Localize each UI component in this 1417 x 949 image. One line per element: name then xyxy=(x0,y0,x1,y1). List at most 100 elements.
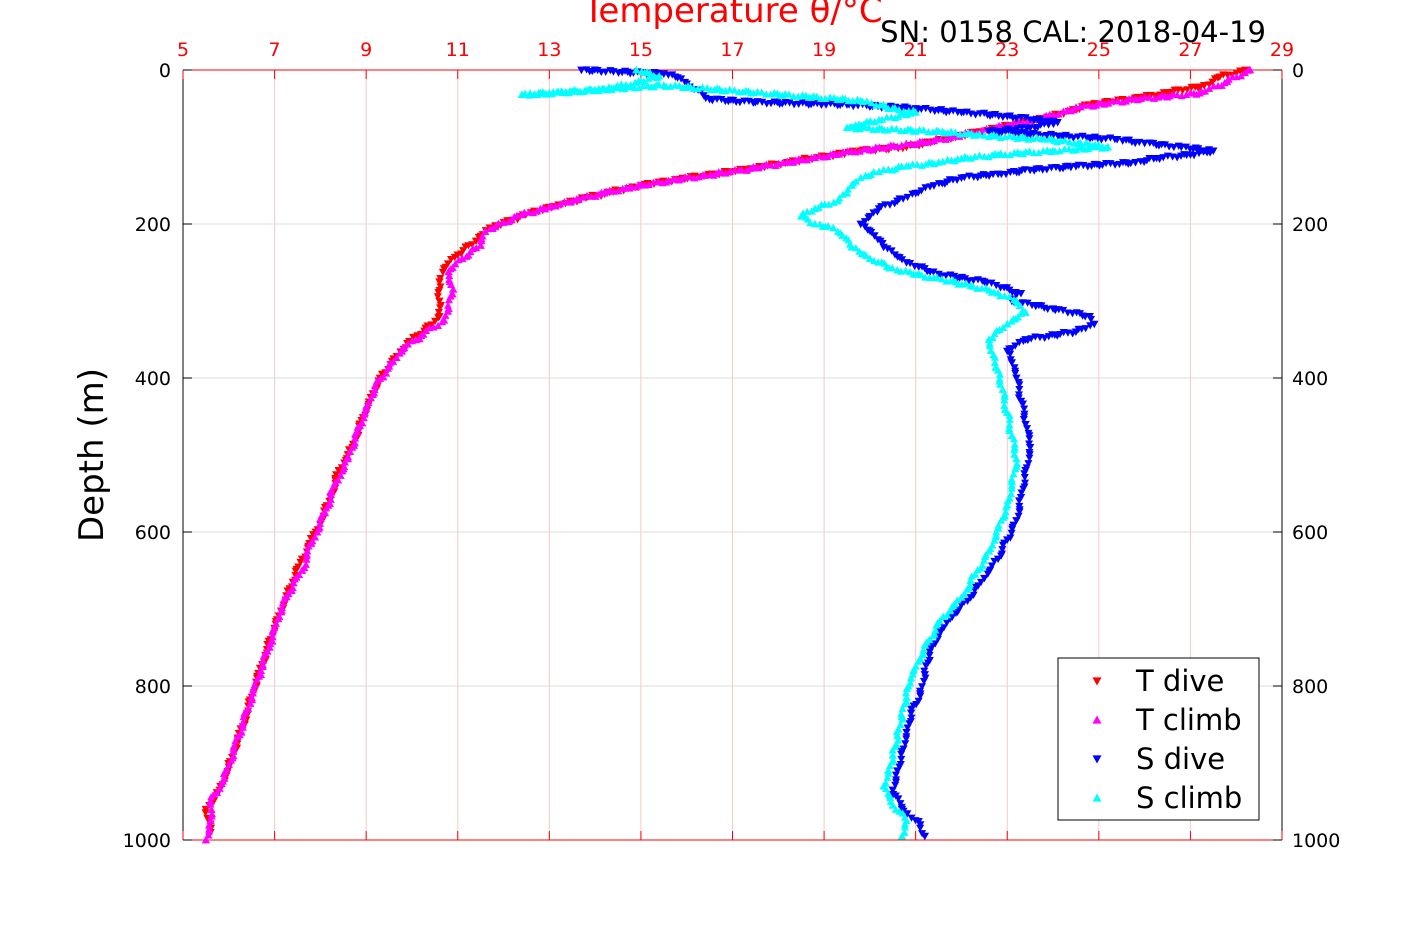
data-point xyxy=(601,68,610,76)
data-point xyxy=(843,147,852,155)
data-point xyxy=(867,99,876,107)
data-point xyxy=(1060,145,1069,153)
data-point xyxy=(1048,331,1057,339)
data-point xyxy=(1032,133,1041,141)
data-point xyxy=(916,692,925,701)
y-axis-label: Depth (m) xyxy=(72,368,112,542)
data-point xyxy=(849,103,858,111)
data-point xyxy=(1005,292,1014,300)
data-point xyxy=(730,165,739,174)
data-point xyxy=(306,535,315,543)
legend-box xyxy=(1057,657,1260,821)
data-point xyxy=(984,335,994,343)
data-point xyxy=(892,125,901,133)
data-point xyxy=(1182,90,1191,98)
data-point xyxy=(238,723,247,731)
data-point xyxy=(726,167,735,176)
data-point xyxy=(303,547,312,555)
data-point xyxy=(545,89,554,98)
data-point xyxy=(992,528,1001,536)
data-point xyxy=(1011,369,1020,378)
data-point xyxy=(898,715,907,723)
data-point xyxy=(448,285,458,293)
data-point xyxy=(646,69,655,77)
data-point xyxy=(744,97,753,106)
data-point xyxy=(951,128,960,136)
data-point xyxy=(993,555,1003,564)
data-point xyxy=(717,95,726,104)
data-point xyxy=(571,86,580,94)
data-point xyxy=(326,495,335,503)
data-point xyxy=(879,165,888,174)
data-point xyxy=(1015,497,1024,505)
data-point xyxy=(843,185,852,193)
data-point xyxy=(703,84,712,92)
data-point xyxy=(504,217,513,226)
data-point xyxy=(893,767,902,775)
data-point xyxy=(1006,350,1015,358)
data-point xyxy=(883,142,893,151)
data-point xyxy=(892,728,901,736)
data-point xyxy=(847,181,856,189)
data-point xyxy=(378,370,387,378)
data-point xyxy=(803,207,812,215)
data-point xyxy=(313,528,322,536)
data-point xyxy=(902,684,911,692)
data-point xyxy=(1014,512,1023,521)
data-point xyxy=(205,827,214,835)
data-point xyxy=(908,160,917,168)
chart-subtitle: SN: 0158 CAL: 2018-04-19 xyxy=(880,15,1266,49)
data-point xyxy=(607,85,616,94)
data-point xyxy=(340,458,349,466)
data-point xyxy=(1025,435,1034,443)
data-point xyxy=(928,632,937,640)
x-tick-label: 17 xyxy=(720,39,744,61)
data-point xyxy=(812,92,821,100)
data-point xyxy=(409,333,418,342)
data-point xyxy=(1074,133,1083,141)
data-point xyxy=(578,193,587,201)
data-point xyxy=(329,481,339,490)
data-point xyxy=(919,646,928,654)
data-point xyxy=(891,781,900,789)
data-point xyxy=(291,572,300,580)
data-point xyxy=(896,800,905,808)
data-point xyxy=(990,353,999,361)
data-point xyxy=(984,547,994,555)
data-point xyxy=(888,786,897,795)
data-point xyxy=(957,174,966,182)
data-point xyxy=(694,173,703,181)
data-point xyxy=(476,241,485,249)
data-point xyxy=(980,552,989,561)
data-point xyxy=(903,810,912,818)
data-point xyxy=(838,231,847,239)
data-point xyxy=(961,275,970,283)
data-point xyxy=(901,689,910,697)
x-tick-label: 15 xyxy=(629,39,653,61)
data-point xyxy=(1024,460,1033,468)
data-point xyxy=(1025,443,1035,452)
chart-title: Temperature θ/°C xyxy=(582,0,882,31)
data-point xyxy=(353,423,362,431)
data-point xyxy=(995,377,1004,385)
data-point xyxy=(438,318,447,326)
data-point xyxy=(1111,161,1120,169)
data-point xyxy=(1101,135,1110,143)
data-point xyxy=(1023,425,1032,433)
data-point xyxy=(316,514,325,522)
data-point xyxy=(1108,97,1117,105)
data-point xyxy=(649,178,658,186)
x-tick-label: 7 xyxy=(269,39,281,61)
data-point xyxy=(1020,474,1029,482)
legend-marker xyxy=(1092,715,1102,724)
data-point xyxy=(1102,159,1111,168)
data-point xyxy=(219,769,228,778)
data-point xyxy=(1187,83,1196,92)
data-point xyxy=(757,88,766,96)
series-layer xyxy=(201,65,1255,844)
data-point xyxy=(970,586,979,595)
data-point xyxy=(851,243,860,252)
data-point xyxy=(359,414,368,422)
data-point xyxy=(906,709,916,718)
